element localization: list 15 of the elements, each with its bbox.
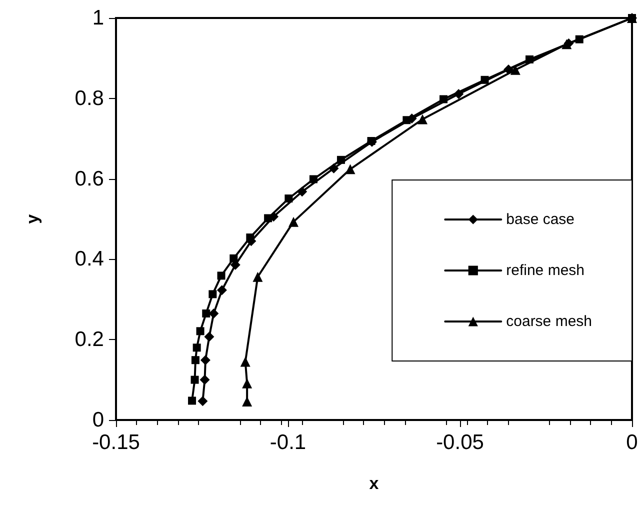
y-tick-label: 0.4 (74, 248, 104, 271)
y-tick-label: 0.6 (74, 167, 104, 190)
y-axis-title: y (23, 214, 42, 224)
x-tick-label: -0.15 (92, 431, 140, 454)
x-tick-label: -0.1 (270, 431, 306, 454)
legend-label: coarse mesh (506, 313, 592, 330)
legend-label: base case (506, 211, 575, 228)
y-tick-label: 0.2 (74, 328, 104, 352)
x-tick-label: 0 (626, 431, 638, 454)
x-axis-title: x (369, 474, 380, 493)
y-tick-label: 0.8 (74, 86, 104, 110)
y-tick-label: 0 (92, 408, 104, 432)
y-tick-label: 1 (92, 6, 104, 30)
x-tick-label: -0.05 (436, 431, 484, 454)
legend-label: refine mesh (506, 262, 585, 279)
